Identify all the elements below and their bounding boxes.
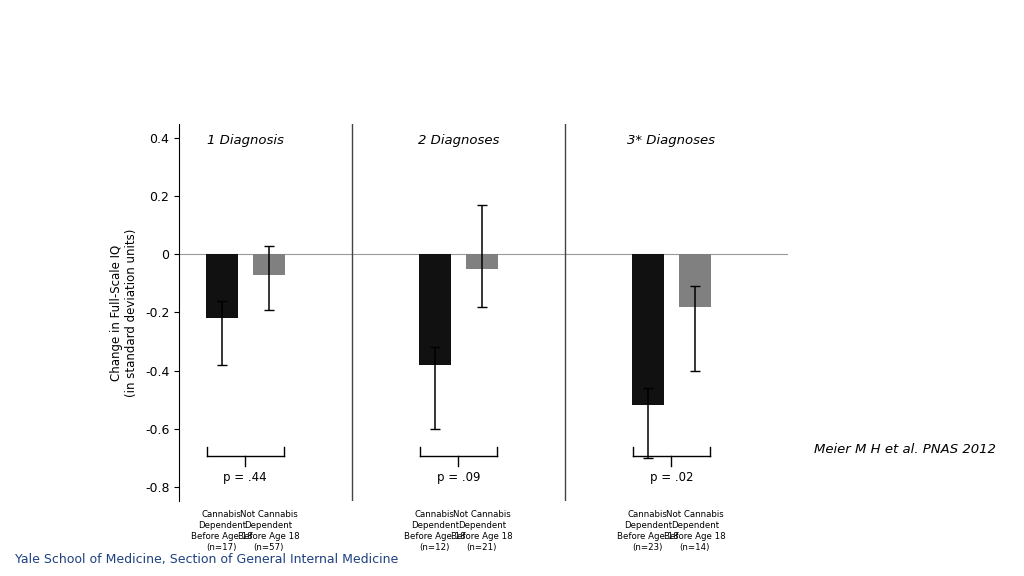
Y-axis label: Change in Full-Scale IQ
(in standard deviation units): Change in Full-Scale IQ (in standard dev…	[110, 228, 138, 397]
Bar	[466, 255, 498, 269]
Text: p = .09: p = .09	[436, 471, 480, 484]
Text: 2 Diagnoses: 2 Diagnoses	[418, 134, 499, 147]
Bar	[206, 255, 238, 319]
Bar	[679, 255, 711, 306]
Text: Yale School of Medicine, Section of General Internal Medicine: Yale School of Medicine, Section of Gene…	[15, 553, 398, 566]
Bar	[632, 255, 664, 406]
Bar	[419, 255, 451, 365]
Bar	[253, 255, 285, 275]
Text: Meier M H et al. PNAS 2012: Meier M H et al. PNAS 2012	[814, 443, 996, 456]
Text: 1 Diagnosis: 1 Diagnosis	[207, 134, 284, 147]
Text: p = .02: p = .02	[649, 471, 693, 484]
Text: Adolescent vulnerability in IQ decline: Adolescent vulnerability in IQ decline	[26, 33, 905, 75]
Text: p = .44: p = .44	[223, 471, 267, 484]
Text: 3* Diagnoses: 3* Diagnoses	[628, 134, 716, 147]
